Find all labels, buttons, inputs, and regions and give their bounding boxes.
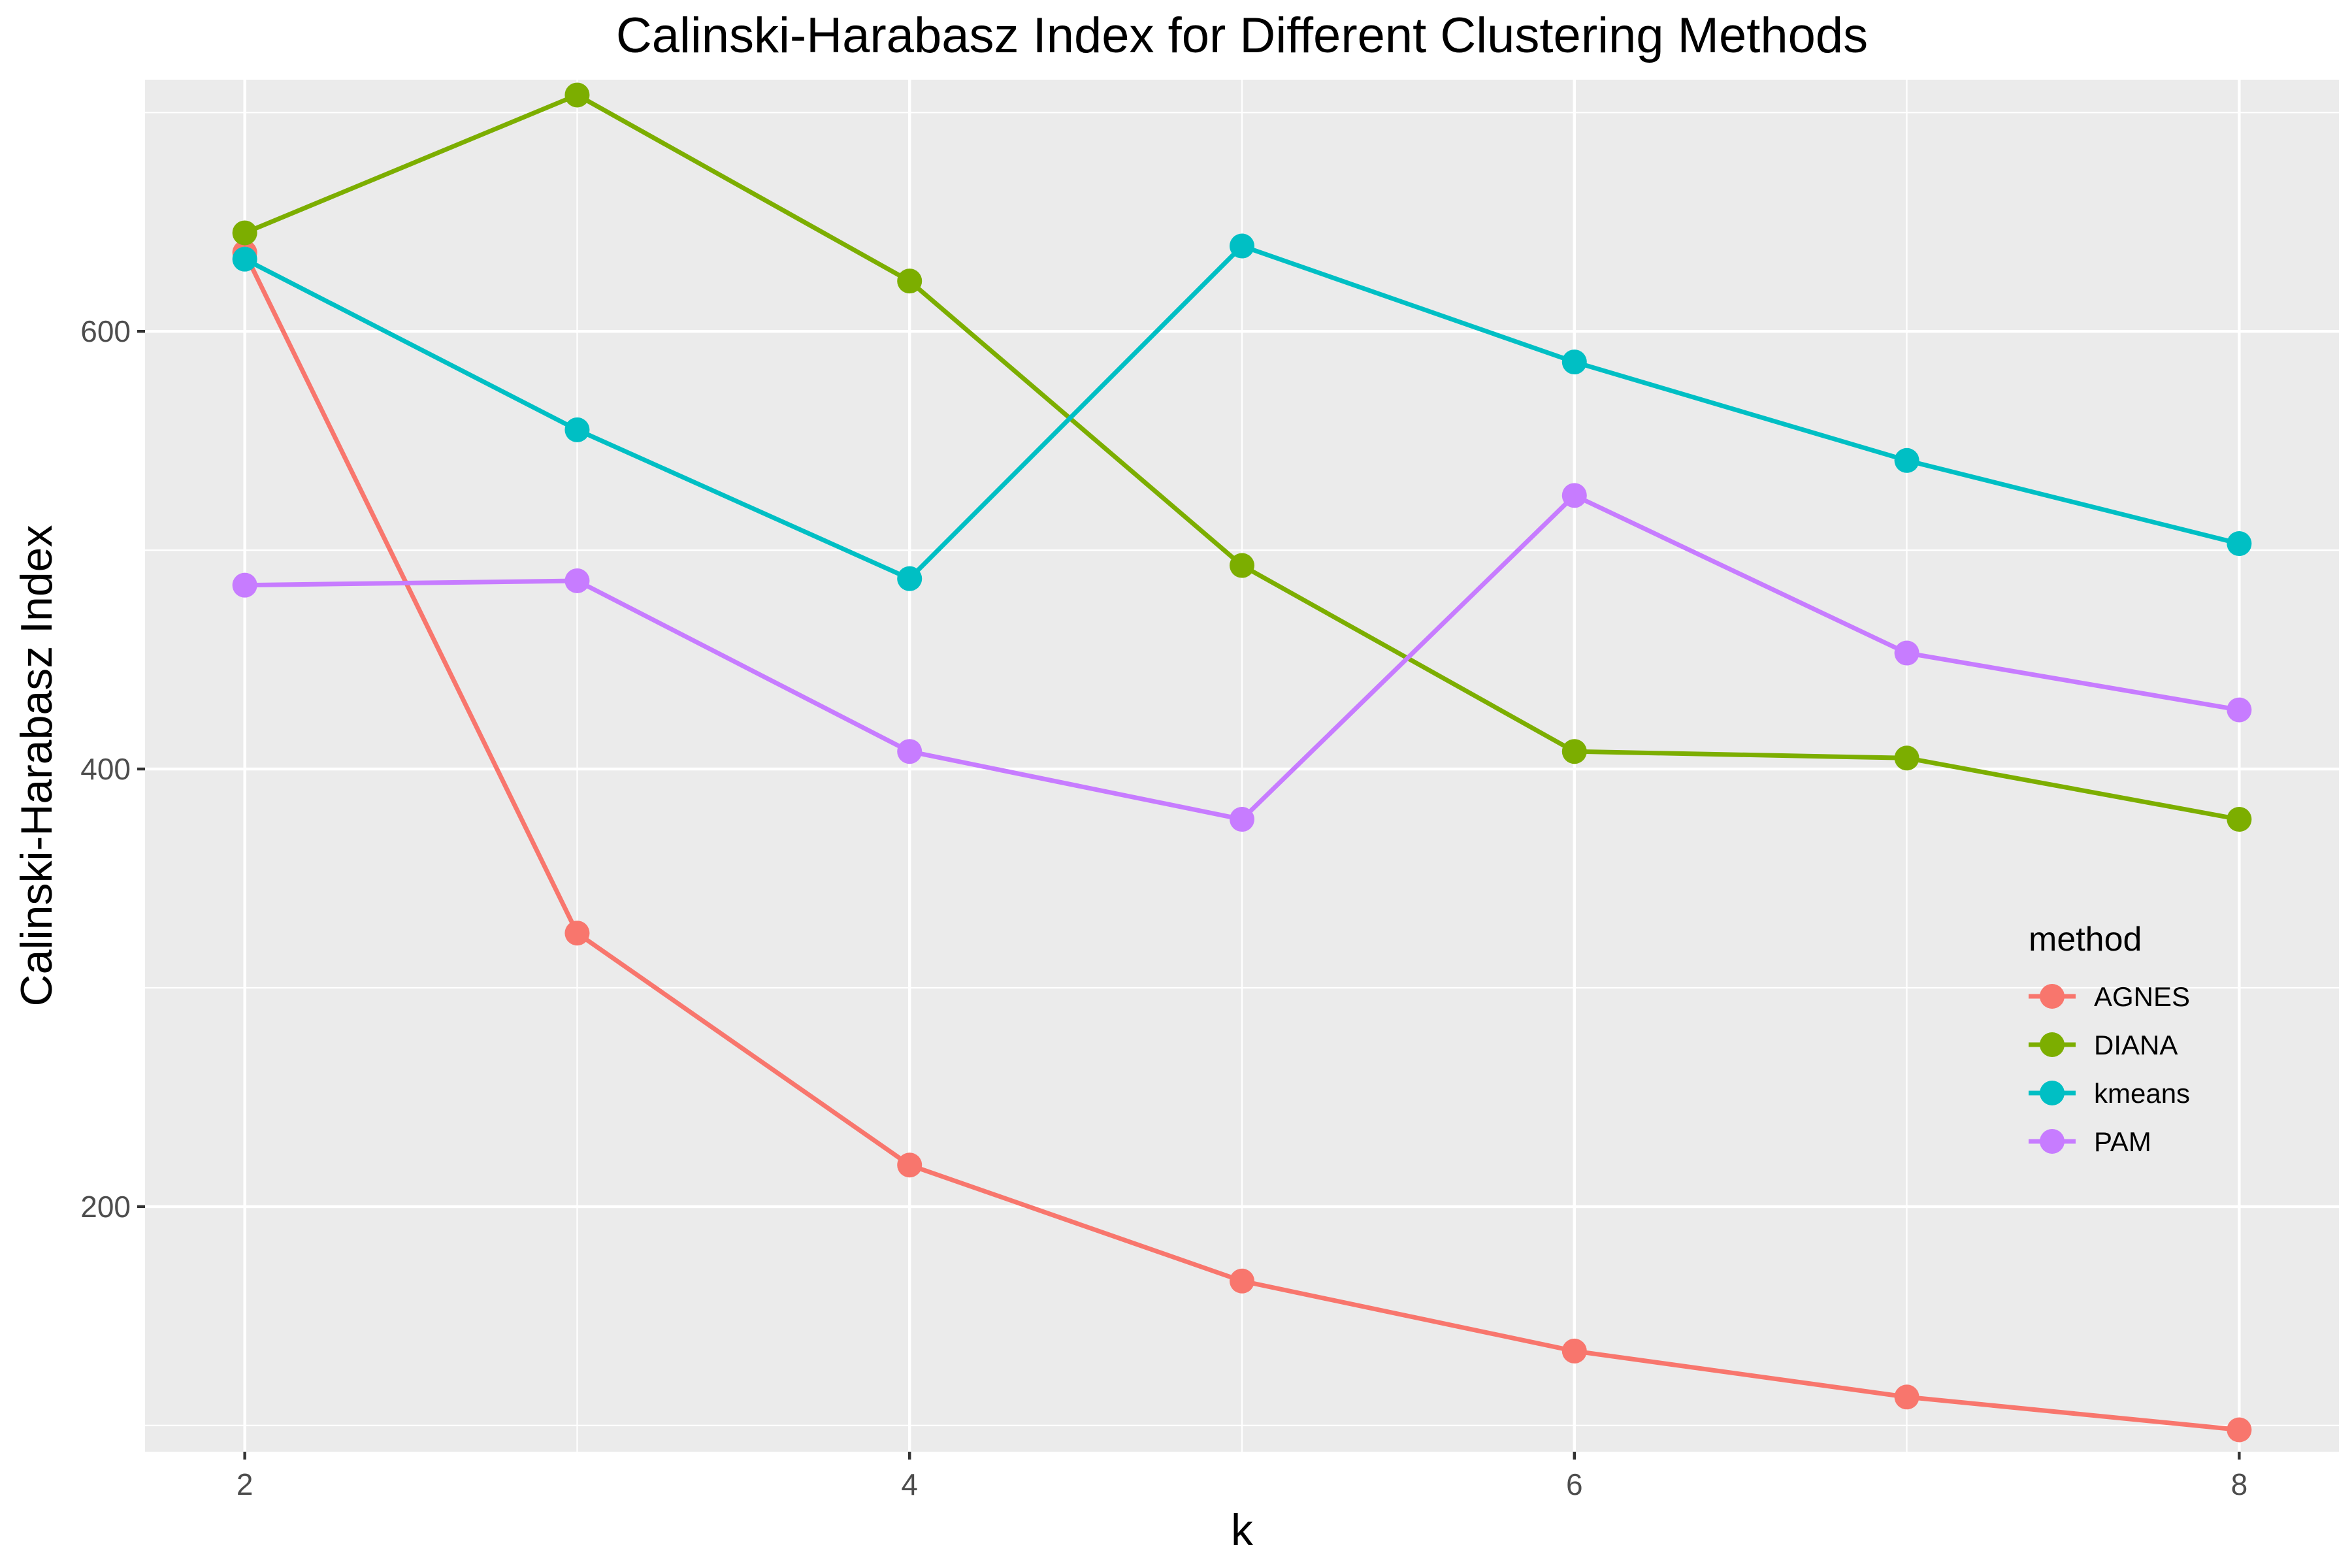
y-tick-label: 400 bbox=[80, 752, 131, 786]
x-tick-label: 4 bbox=[901, 1467, 918, 1501]
y-tick-label: 200 bbox=[80, 1190, 131, 1224]
legend-label: PAM bbox=[2094, 1126, 2151, 1157]
data-point-diana bbox=[1561, 739, 1587, 764]
x-tick-label: 6 bbox=[1566, 1467, 1583, 1501]
legend-key-point bbox=[2040, 984, 2065, 1009]
data-point-pam bbox=[1230, 807, 1254, 832]
data-point-pam bbox=[897, 739, 923, 764]
y-tick-label: 600 bbox=[80, 314, 131, 348]
legend-item-diana: DIANA bbox=[2029, 1030, 2178, 1060]
legend-label: DIANA bbox=[2094, 1030, 2178, 1060]
legend-label: AGNES bbox=[2094, 981, 2190, 1012]
legend-key-point bbox=[2040, 1032, 2065, 1057]
data-point-diana bbox=[564, 82, 590, 108]
data-point-pam bbox=[2227, 697, 2252, 723]
data-point-kmeans bbox=[564, 417, 590, 442]
data-point-agnes bbox=[2227, 1417, 2252, 1443]
legend-title: method bbox=[2029, 921, 2142, 958]
data-point-diana bbox=[1230, 553, 1254, 578]
x-axis-title: k bbox=[1231, 1505, 1254, 1555]
data-point-kmeans bbox=[232, 246, 257, 272]
data-point-diana bbox=[232, 220, 257, 246]
data-point-agnes bbox=[897, 1152, 923, 1178]
y-axis-ticks: 200 400 600 bbox=[80, 314, 145, 1224]
data-point-kmeans bbox=[897, 566, 923, 591]
legend-key-point bbox=[2040, 1081, 2065, 1105]
legend-items: AGNES DIANA kmeans PAM bbox=[2029, 981, 2190, 1157]
data-point-kmeans bbox=[1230, 233, 1254, 259]
data-point-pam bbox=[232, 572, 257, 598]
y-axis-title: Calinski-Harabasz Index bbox=[12, 525, 61, 1007]
series-points bbox=[232, 82, 2252, 1443]
x-tick-label: 2 bbox=[237, 1467, 253, 1501]
data-point-kmeans bbox=[1894, 448, 1919, 473]
legend-key-point bbox=[2040, 1129, 2065, 1154]
legend-item-agnes: AGNES bbox=[2029, 981, 2190, 1012]
data-point-pam bbox=[1561, 483, 1587, 508]
data-point-diana bbox=[1894, 745, 1919, 771]
data-point-diana bbox=[2227, 807, 2252, 832]
data-point-kmeans bbox=[2227, 531, 2252, 557]
data-point-diana bbox=[897, 269, 923, 294]
data-point-agnes bbox=[564, 921, 590, 946]
x-tick-label: 8 bbox=[2231, 1467, 2248, 1501]
data-point-kmeans bbox=[1561, 350, 1587, 375]
data-point-agnes bbox=[1230, 1268, 1254, 1294]
legend-label: kmeans bbox=[2094, 1078, 2190, 1109]
legend: method AGNES DIANA kmeans PAM bbox=[2029, 921, 2190, 1157]
data-point-pam bbox=[564, 568, 590, 593]
chart-title: Calinski-Harabasz Index for Different Cl… bbox=[616, 8, 1868, 63]
legend-item-kmeans: kmeans bbox=[2029, 1078, 2190, 1109]
data-point-pam bbox=[1894, 640, 1919, 666]
data-point-agnes bbox=[1894, 1384, 1919, 1410]
data-point-agnes bbox=[1561, 1338, 1587, 1364]
legend-item-pam: PAM bbox=[2029, 1126, 2151, 1157]
x-axis-ticks: 2 4 6 8 bbox=[237, 1452, 2247, 1501]
